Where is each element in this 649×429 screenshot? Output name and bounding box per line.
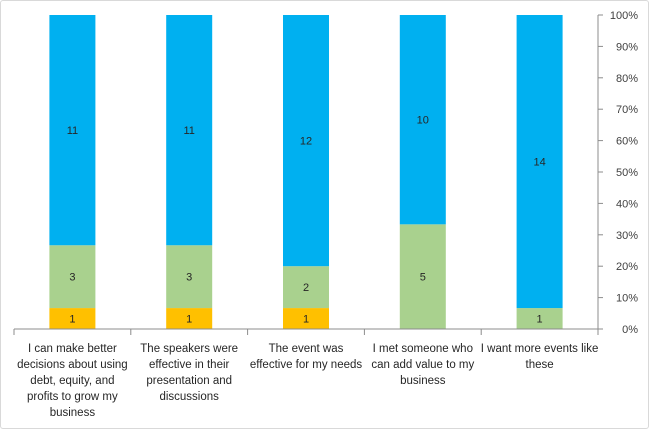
y-tick-label: 80% — [616, 73, 638, 85]
bar-segment — [516, 308, 563, 329]
data-label: 10 — [417, 115, 429, 127]
bar-segment — [166, 308, 213, 329]
category-label: The speakers were effective in their pre… — [140, 343, 239, 403]
bar-segment — [49, 245, 96, 309]
bars-group — [49, 15, 563, 329]
y-tick-label: 20% — [616, 261, 638, 273]
data-label: 11 — [67, 125, 78, 137]
bar-segment — [49, 15, 96, 246]
data-label: 1 — [186, 314, 192, 326]
y-tick-label: 70% — [616, 104, 638, 116]
data-label: 14 — [533, 157, 545, 169]
bar-segment — [283, 266, 329, 309]
category-label: The event was effective for my needs — [249, 343, 363, 371]
y-tick-label: 30% — [616, 230, 638, 242]
y-tick-label: 100% — [610, 10, 638, 22]
bar-segment — [166, 15, 213, 246]
axis-group: 0% 10% 20% 30% 40% 50% 60% 70% 80% 90% 100% — [13, 10, 638, 336]
data-label: 1 — [537, 314, 543, 326]
data-label: 11 — [183, 125, 194, 137]
data-label: 3 — [69, 272, 75, 284]
category-label: I want more events like these — [480, 343, 599, 371]
data-label: 1 — [69, 314, 75, 326]
bar-segment — [49, 308, 96, 329]
data-label: 3 — [186, 272, 192, 284]
y-tick-label: 90% — [616, 41, 638, 53]
bar-segment — [283, 308, 329, 329]
bar-segment — [283, 15, 329, 267]
data-label: 1 — [303, 314, 309, 326]
data-label: 2 — [303, 282, 309, 294]
y-tick-label: 0% — [622, 324, 638, 336]
data-label: 12 — [300, 136, 312, 148]
bar-segment — [399, 224, 446, 329]
category-label: I met someone who can add value to my bu… — [371, 343, 475, 387]
data-label: 5 — [420, 272, 426, 284]
category-label: I can make better decisions about using … — [17, 343, 128, 419]
bar-segment — [516, 15, 563, 309]
bar-segment — [166, 245, 213, 309]
y-tick-label: 10% — [616, 293, 638, 305]
y-tick-label: 50% — [616, 167, 638, 179]
y-tick-label: 60% — [616, 136, 638, 148]
y-tick-label: 40% — [616, 198, 638, 210]
bar-segment — [399, 15, 446, 225]
